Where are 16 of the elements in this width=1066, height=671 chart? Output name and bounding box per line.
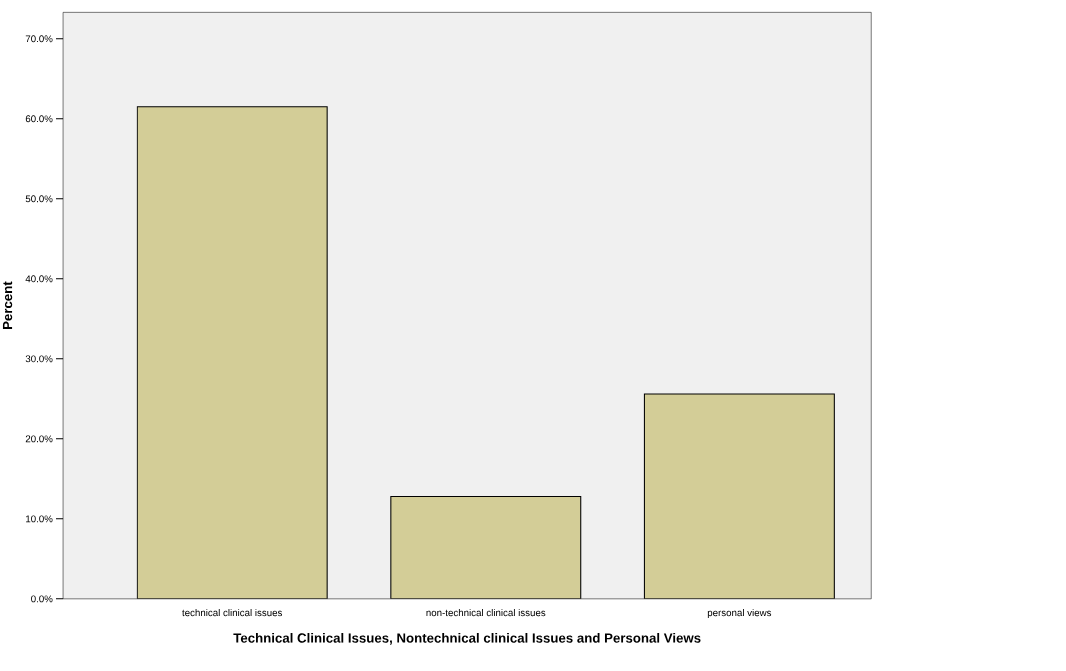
- x-axis-title: Technical Clinical Issues, Nontechnical clinical Issues and Personal Views: [233, 632, 701, 645]
- x-tick-label: technical clinical issues: [182, 608, 283, 617]
- y-tick-label: 60.0%: [25, 115, 53, 123]
- y-tick-label: 0.0%: [31, 595, 53, 603]
- bar: [136, 106, 328, 599]
- y-tick-label: 50.0%: [25, 195, 53, 203]
- y-tick-label: 20.0%: [25, 435, 53, 443]
- y-tick-label: 40.0%: [25, 275, 53, 283]
- y-tick-label: 10.0%: [26, 515, 53, 523]
- y-tick-label: 70.0%: [25, 35, 53, 43]
- x-tick-label: personal views: [707, 608, 772, 618]
- y-axis-title: Percent: [2, 281, 13, 329]
- bar: [643, 393, 835, 599]
- x-tick-label: non-technical clinical issues: [426, 608, 546, 617]
- bar: [390, 495, 582, 599]
- y-tick-label: 30.0%: [25, 355, 53, 363]
